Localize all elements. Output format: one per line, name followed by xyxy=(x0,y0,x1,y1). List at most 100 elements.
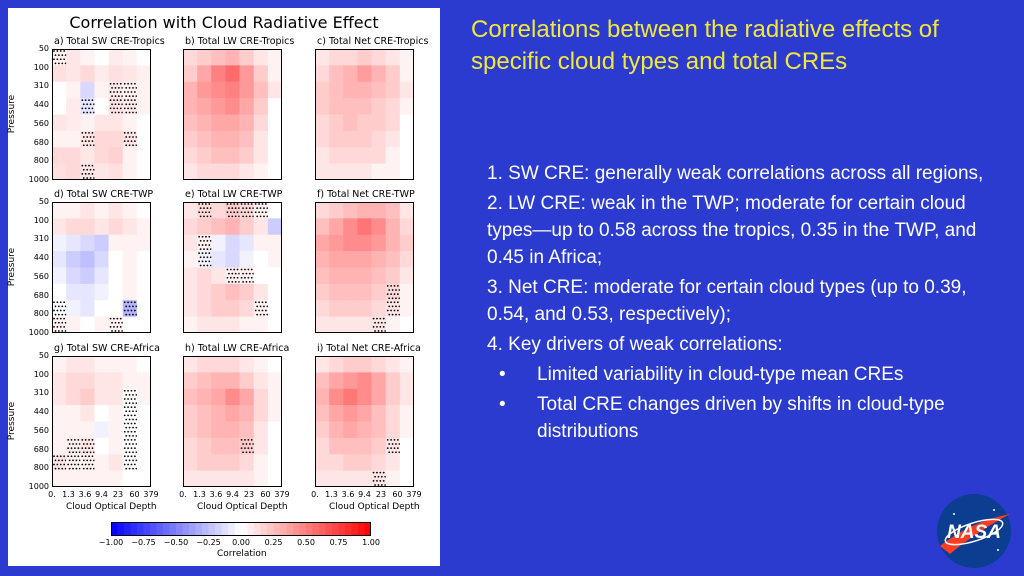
stipple-dot xyxy=(125,467,128,470)
stipple-dot xyxy=(57,54,60,57)
stipple-dot xyxy=(63,301,66,304)
heatmap-cell xyxy=(357,163,372,180)
x-tick-label: 60 xyxy=(392,490,403,499)
heatmap-cell xyxy=(267,437,282,455)
heatmap-cell xyxy=(385,234,401,252)
stipple-dot xyxy=(242,443,244,445)
stipple-dot xyxy=(390,447,392,450)
stipple-dot xyxy=(113,99,115,102)
stipple-dot xyxy=(88,455,90,458)
stipple-dot xyxy=(63,309,66,312)
stipple-dot xyxy=(84,463,87,466)
stipple-dot xyxy=(75,451,78,454)
stipple-dot xyxy=(113,82,115,85)
stipple-dot xyxy=(250,203,253,205)
stipple-dot xyxy=(123,309,126,312)
stipple-dot xyxy=(135,443,138,445)
stipple-dot xyxy=(114,330,117,332)
stipple-dot xyxy=(74,447,76,450)
stipple-dot xyxy=(236,276,239,279)
y-tick-label: 800 xyxy=(33,463,49,473)
stipple-dot xyxy=(86,144,89,147)
heatmap-cell xyxy=(122,114,138,132)
heatmap-cell xyxy=(183,81,198,99)
heatmap-cell xyxy=(343,454,358,471)
heatmap-cell xyxy=(66,65,81,83)
heatmap-cell xyxy=(52,316,67,333)
heatmap-cell xyxy=(239,388,255,406)
stipple-dot xyxy=(228,280,230,283)
colorbar-segment xyxy=(221,522,229,536)
stipple-dot xyxy=(67,438,70,441)
stipple-dot xyxy=(119,82,122,85)
heatmap-cell xyxy=(80,163,95,180)
heatmap-cell xyxy=(94,202,109,219)
stipple-dot xyxy=(86,467,89,470)
stipple-dot xyxy=(240,447,243,450)
heatmap-cell xyxy=(239,356,255,373)
stipple-dot xyxy=(133,82,136,85)
stipple-dot xyxy=(130,430,133,433)
x-tick-label: 3.6 xyxy=(209,490,223,499)
stipple-dot xyxy=(91,140,94,143)
stipple-dot xyxy=(128,393,131,396)
heatmap-cell xyxy=(52,283,67,301)
stipple-dot xyxy=(135,144,138,147)
stipple-dot xyxy=(374,475,376,478)
heatmap-cell xyxy=(343,283,358,301)
heatmap-cell xyxy=(315,202,330,219)
heatmap-cell xyxy=(385,470,401,487)
stipple-dot xyxy=(70,463,73,466)
heatmap-cell xyxy=(239,283,255,301)
heatmap-cell xyxy=(385,356,401,373)
stipple-dot xyxy=(247,438,250,441)
heatmap-cell xyxy=(385,251,401,268)
stipple-dot xyxy=(81,172,84,175)
heatmap-cell xyxy=(122,372,138,390)
stipple-dot xyxy=(205,203,207,205)
heatmap-cell xyxy=(94,405,109,422)
heatmap-cell xyxy=(371,316,387,333)
heatmap-cell xyxy=(94,163,109,180)
heatmap-cell xyxy=(183,163,198,180)
stipple-dot xyxy=(89,144,92,147)
heatmap-cell xyxy=(211,437,226,455)
heatmap-cell xyxy=(108,218,124,236)
stipple-dot xyxy=(252,451,255,454)
x-tick-label: 23 xyxy=(243,490,255,499)
stipple-dot xyxy=(203,256,205,259)
heatmap-cell xyxy=(253,98,269,115)
heatmap-cell xyxy=(136,388,151,406)
heatmap-cell xyxy=(66,283,81,301)
heatmap-cell xyxy=(385,98,401,115)
stipple-dot xyxy=(54,62,57,65)
stipple-dot xyxy=(93,451,95,454)
heatmap-cell xyxy=(122,218,138,236)
stipple-dot xyxy=(242,451,244,454)
stipple-dot xyxy=(391,297,394,300)
heatmap-cell xyxy=(239,147,255,164)
logo-text: NASA xyxy=(947,522,1001,543)
stipple-dot xyxy=(259,305,262,308)
heatmap-cell xyxy=(52,372,67,390)
heatmap-cell xyxy=(267,372,282,390)
y-tick-label: 1000 xyxy=(28,175,49,184)
heatmap-cell xyxy=(329,234,344,252)
heatmap-cell xyxy=(343,81,358,99)
stipple-dot xyxy=(88,172,90,175)
colorbar-segment xyxy=(195,522,203,536)
stipple-dot xyxy=(247,447,250,450)
stipple-dot xyxy=(123,82,126,85)
heatmap-cell xyxy=(122,356,138,373)
stipple-dot xyxy=(201,244,204,246)
stipple-dot xyxy=(133,447,136,450)
x-tick-label: 60 xyxy=(260,490,271,499)
stipple-dot xyxy=(91,131,94,134)
heatmap-cell xyxy=(343,218,358,236)
heatmap-cell xyxy=(385,437,401,455)
stipple-dot xyxy=(54,305,57,308)
heatmap-cell xyxy=(239,251,255,268)
y-tick-label: 800 xyxy=(33,309,49,319)
stipple-dot xyxy=(135,434,138,437)
heatmap-cell xyxy=(80,114,95,132)
